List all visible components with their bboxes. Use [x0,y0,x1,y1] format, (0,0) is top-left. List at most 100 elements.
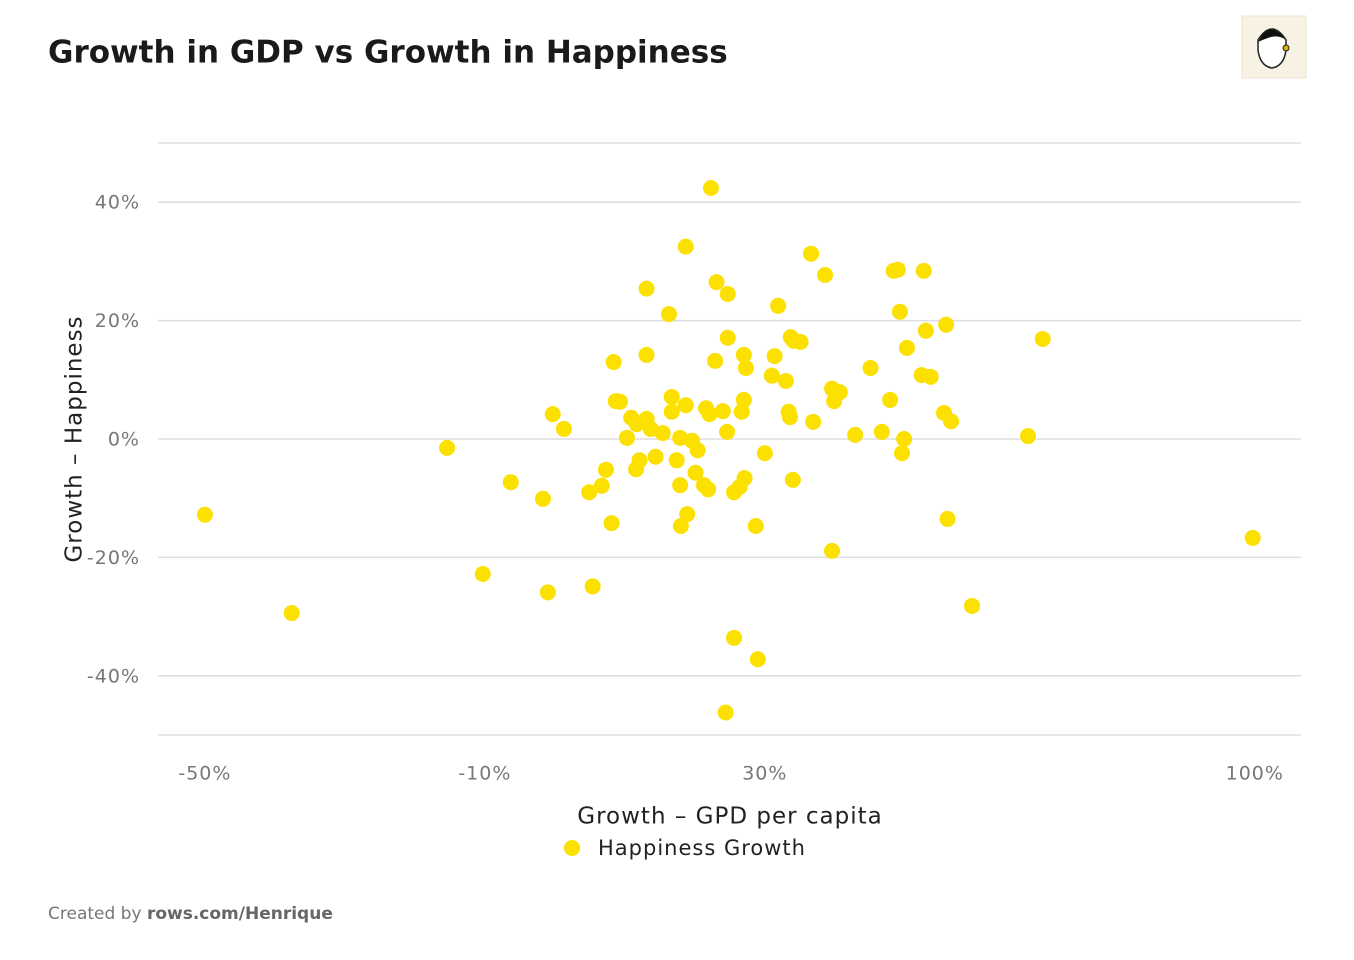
point [938,316,955,333]
footer: Created by rows.com/Henrique [48,904,333,924]
point [726,629,743,646]
point [922,368,939,385]
point [763,367,780,384]
point [672,477,689,494]
point [735,391,752,408]
point [707,352,724,369]
point [593,477,610,494]
point [638,280,655,297]
point [817,267,834,284]
point [584,578,601,595]
point [805,413,822,430]
y-tick-label: -40% [87,665,140,687]
point [736,470,753,487]
point [701,406,718,423]
point [1020,428,1037,445]
point [831,384,848,401]
legend-label: Happiness Growth [598,836,806,860]
point [283,605,300,622]
footer-link[interactable]: rows.com/Henrique [147,904,333,924]
point [581,484,598,501]
point [737,359,754,376]
point [611,393,628,410]
legend-marker [564,840,580,856]
chart-title: Growth in GDP vs Growth in Happiness [48,35,728,71]
y-tick-label: 40% [95,192,140,214]
point [603,515,620,532]
x-tick-label: 100% [1226,763,1284,785]
point [660,306,677,323]
point [631,452,648,469]
logo [1241,15,1307,79]
point [654,425,671,442]
point [792,333,809,350]
point [1034,330,1051,347]
point [847,426,864,443]
point [882,391,899,408]
point [894,445,911,462]
x-tick-label: 30% [742,763,787,785]
point [766,348,783,365]
point [891,303,908,320]
point [896,431,913,447]
point [943,413,960,430]
point [196,506,213,523]
point [439,439,456,456]
x-tick-label: -10% [458,763,511,785]
point [638,346,655,363]
point [917,322,934,339]
point [663,403,680,420]
point [539,584,556,601]
point [647,448,664,465]
x-tick-label: -50% [178,763,231,785]
point [605,354,622,371]
point [770,297,787,314]
point [700,481,717,498]
point [719,423,736,440]
point [777,372,794,389]
footer-prefix: Created by [48,904,142,924]
y-axis-label: Growth – Happiness [62,315,88,562]
point [474,565,491,582]
point [672,518,689,535]
point [782,409,799,426]
point [555,420,572,437]
point [873,423,890,440]
point [677,238,694,255]
point [677,397,694,414]
point [719,329,736,346]
point [702,179,719,196]
point [708,274,725,291]
point [689,442,706,459]
point [502,474,519,491]
point [597,461,614,478]
point [679,506,696,523]
point [824,542,841,559]
point [898,339,915,356]
point [889,261,906,278]
point [803,245,820,262]
point [735,346,752,363]
point [915,262,932,279]
point [714,403,731,420]
y-tick-label: -20% [87,547,140,569]
point [749,651,766,668]
point [756,445,773,462]
point [719,285,736,302]
point [618,429,635,446]
point [663,388,680,405]
point [784,471,801,488]
point [733,403,750,420]
point [747,518,764,535]
point [1244,529,1261,546]
x-axis-label: Growth – GPD per capita [577,804,882,830]
y-tick-label: 0% [108,429,140,451]
point [534,490,551,507]
point [687,464,704,481]
point [939,510,956,527]
point [862,359,879,376]
point [544,406,561,423]
point [717,704,734,721]
